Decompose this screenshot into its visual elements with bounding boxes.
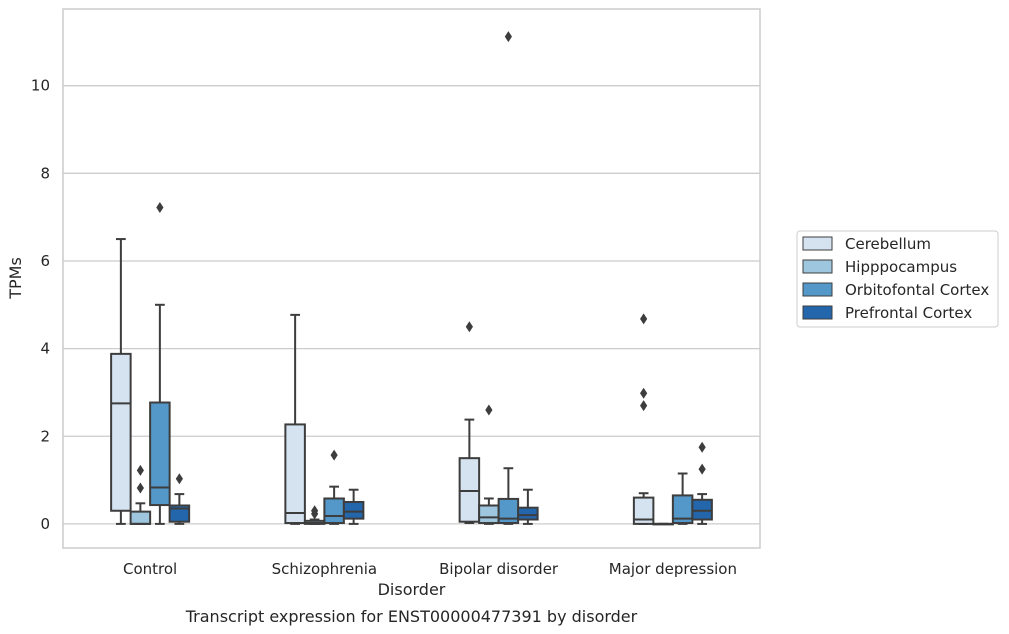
legend: Cerebellum Hipppocampus Orbitofontal Corte…	[796, 230, 999, 328]
outlier-point	[465, 321, 473, 333]
outlier-point	[698, 441, 706, 453]
outlier-point	[175, 473, 183, 485]
box-iqr	[110, 352, 132, 512]
box-groups	[110, 31, 713, 526]
box-4-2	[342, 488, 365, 525]
x-axis-title: Disorder	[378, 580, 446, 599]
outlier-point	[504, 31, 512, 43]
box-1-1	[110, 238, 132, 525]
outlier-point	[485, 404, 493, 416]
legend-label: Prefrontal Cortex	[845, 304, 972, 322]
chart-caption: Transcript expression for ENST0000047739…	[185, 607, 638, 626]
box-2-4	[652, 522, 674, 526]
outlier-point	[330, 449, 338, 461]
outlier-point	[698, 463, 706, 475]
x-tick-label: Schizophrenia	[272, 560, 377, 578]
y-tick-label: 6	[40, 252, 50, 270]
box-iqr	[284, 423, 306, 525]
outlier-point	[640, 400, 648, 412]
box-3-3	[497, 31, 520, 525]
x-tick-label: Control	[123, 560, 177, 578]
box-iqr	[632, 496, 655, 525]
box-iqr	[517, 506, 539, 521]
y-tick-label: 2	[40, 427, 50, 445]
legend-swatch	[802, 282, 833, 297]
box-1-2	[284, 313, 306, 525]
y-tick-label: 4	[40, 340, 50, 358]
outlier-point	[136, 482, 144, 494]
box-4-3	[517, 488, 539, 525]
box-iqr	[342, 500, 365, 520]
box-iqr	[458, 457, 481, 523]
outlier-point	[640, 387, 648, 399]
box-4-1	[168, 473, 191, 525]
box-4-4	[691, 441, 713, 525]
box-1-3	[458, 321, 481, 525]
legend-swatch	[802, 305, 833, 320]
legend-label: Orbitofontal Cortex	[845, 281, 989, 299]
legend-swatch	[802, 236, 833, 251]
outlier-point	[156, 202, 164, 214]
box-1-4	[632, 313, 655, 525]
plot-background	[63, 9, 760, 548]
x-tick-label: Bipolar disorder	[439, 560, 559, 578]
box-iqr	[129, 510, 152, 525]
box-iqr	[478, 504, 500, 525]
box-iqr	[691, 498, 713, 521]
box-2-2	[303, 505, 326, 525]
y-tick-labels: 0 2 4 6 8 10	[31, 77, 50, 533]
y-axis-title: TPMs	[6, 257, 25, 300]
outlier-point	[136, 464, 144, 476]
box-iqr	[149, 401, 171, 507]
outlier-point	[311, 505, 319, 517]
legend-swatch	[802, 259, 833, 274]
legend-frame	[796, 230, 999, 328]
box-iqr	[323, 497, 345, 525]
plot-frame	[62, 8, 761, 549]
legend-label: Cerebellum	[845, 235, 931, 253]
x-tick-labels: Control Schizophrenia Bipolar disorder Majo…	[123, 560, 737, 578]
y-tick-label: 10	[31, 77, 50, 95]
box-3-4	[671, 472, 694, 525]
y-tick-label: 0	[40, 515, 50, 533]
box-2-1	[129, 464, 152, 525]
box-3-1	[149, 202, 171, 525]
x-tick-label: Major depression	[609, 560, 737, 578]
legend-label: Hipppocampus	[845, 258, 957, 276]
y-tick-label: 8	[40, 164, 50, 182]
outlier-point	[640, 313, 648, 325]
